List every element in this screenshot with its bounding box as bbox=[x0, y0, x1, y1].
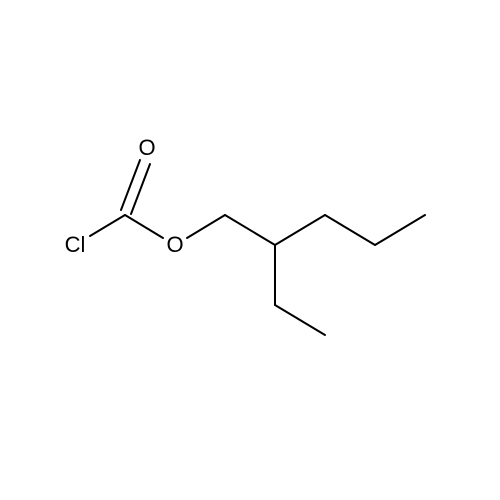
bond bbox=[90, 215, 125, 236]
bond bbox=[325, 215, 375, 245]
bond bbox=[275, 215, 325, 245]
atom-label-Cl: Cl bbox=[65, 232, 86, 258]
bond bbox=[131, 164, 150, 214]
bond bbox=[125, 215, 163, 238]
bond bbox=[121, 160, 140, 210]
bond bbox=[275, 305, 325, 335]
atom-label-O_single: O bbox=[166, 232, 183, 258]
bond bbox=[375, 215, 425, 245]
atom-label-O_double: O bbox=[138, 135, 155, 161]
bonds-group bbox=[90, 160, 425, 335]
bond bbox=[187, 215, 225, 238]
bond bbox=[225, 215, 275, 245]
